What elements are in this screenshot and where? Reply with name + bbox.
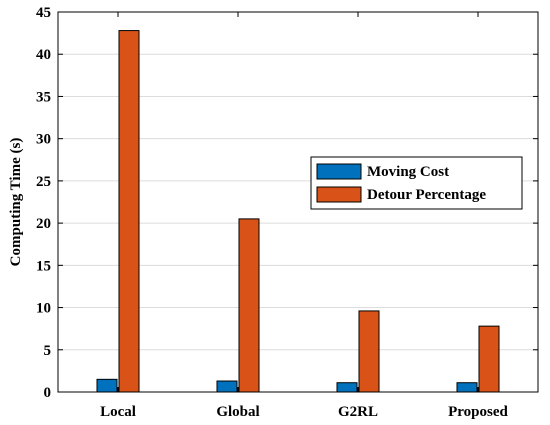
x-tick-label: Proposed	[448, 404, 508, 420]
legend-swatch	[316, 186, 362, 203]
bar-moving-cost	[216, 380, 238, 393]
y-tick-label: 10	[36, 301, 51, 317]
bar-moving-cost	[96, 378, 118, 393]
y-tick-label: 40	[36, 47, 51, 63]
y-tick-label: 15	[36, 258, 51, 274]
y-tick-label: 5	[44, 343, 52, 359]
bar-detour-percentage	[478, 325, 500, 393]
x-tick-label: G2RL	[338, 404, 378, 420]
bar-detour-percentage	[118, 30, 140, 393]
x-axis-ticks: Local Global G2RL Proposed	[100, 12, 509, 420]
plot-frame	[57, 11, 539, 393]
legend-swatch	[316, 163, 362, 180]
y-axis-label: Computing Time (s)	[8, 138, 24, 267]
y-tick-label: 25	[36, 174, 51, 190]
bar-detour-percentage	[358, 310, 380, 393]
y-tick-label: 20	[36, 216, 51, 232]
legend: Moving Cost Detour Percentage	[310, 156, 523, 210]
x-tick-label: Local	[100, 404, 136, 420]
bar-moving-cost	[336, 382, 358, 393]
y-tick-label: 0	[44, 385, 52, 401]
y-tick-label: 30	[36, 132, 51, 148]
y-tick-label: 35	[36, 89, 51, 105]
bar-detour-percentage	[238, 218, 260, 393]
legend-label: Detour Percentage	[367, 187, 486, 203]
bars	[96, 30, 500, 393]
y-axis-ticks: 0 5 10 15 20 25 30 35 40 45	[36, 5, 538, 401]
legend-label: Moving Cost	[367, 164, 449, 180]
y-tick-label: 45	[36, 5, 51, 21]
bar-moving-cost	[456, 382, 478, 393]
x-tick-label: Global	[216, 404, 259, 420]
